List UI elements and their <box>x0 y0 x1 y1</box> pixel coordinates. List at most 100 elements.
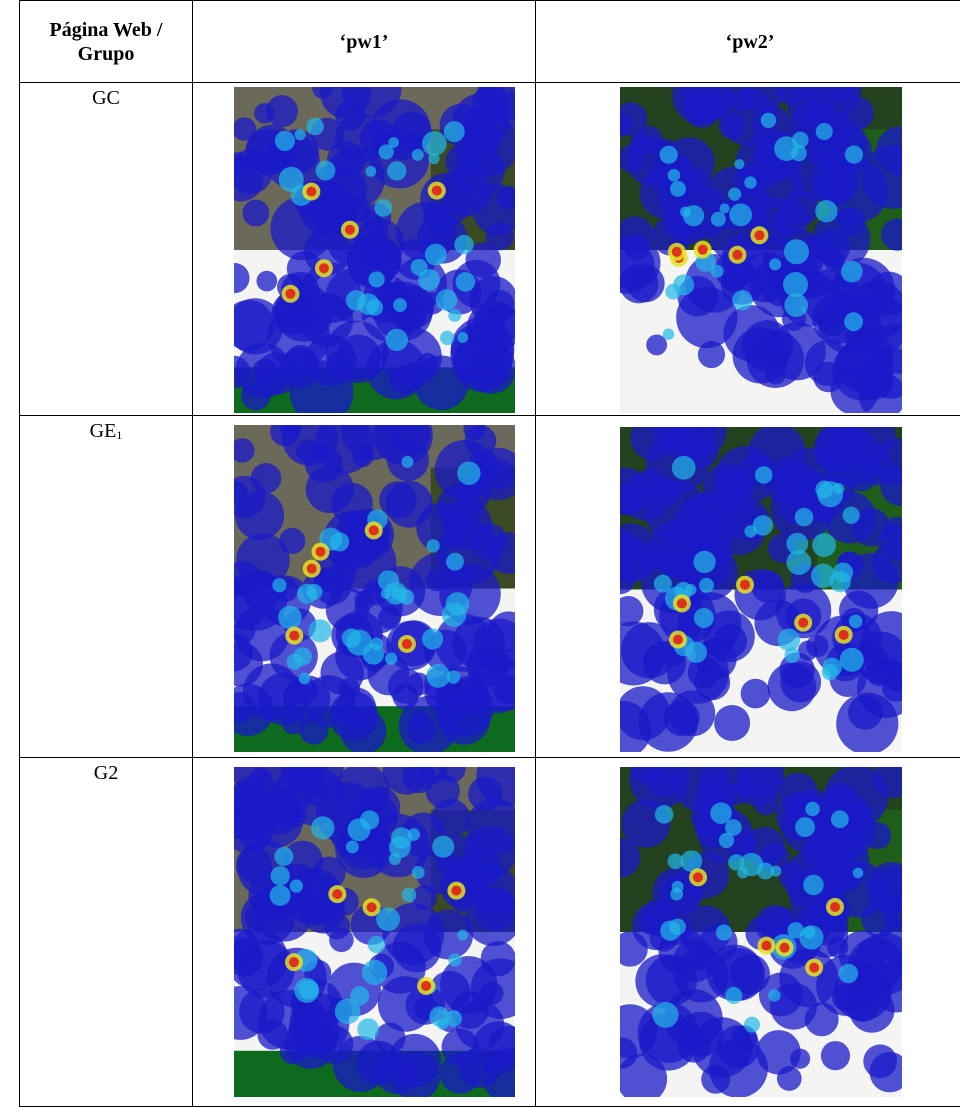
heat-peak <box>732 250 742 260</box>
heat-warm <box>457 930 468 941</box>
heat-warm <box>737 867 748 878</box>
heat-blob <box>677 1029 710 1062</box>
heat-warm <box>425 244 447 266</box>
heat-blob <box>242 200 269 227</box>
heat-warm <box>272 578 286 592</box>
heat-blob <box>305 782 329 806</box>
heat-warm <box>306 118 324 136</box>
heat-warm <box>454 235 473 254</box>
heat-blob <box>741 679 771 709</box>
heat-warm <box>744 1017 760 1033</box>
heat-warm <box>444 121 465 142</box>
heat-peak <box>780 943 790 953</box>
heat-warm <box>831 810 849 828</box>
heat-warm <box>275 131 295 151</box>
heat-blob <box>486 290 514 318</box>
heat-blob <box>664 700 700 736</box>
heat-warm <box>823 658 842 677</box>
heat-warm <box>297 584 317 604</box>
heat-blob <box>414 356 469 411</box>
heat-warm <box>387 161 406 180</box>
heatmap-image <box>234 425 515 752</box>
heat-peak <box>451 886 461 896</box>
heat-warm <box>699 578 714 593</box>
heat-blob <box>861 900 898 937</box>
heat-warm <box>729 203 752 226</box>
heat-warm <box>840 648 864 672</box>
header-text: Página Web / Grupo <box>20 18 192 66</box>
heat-warm <box>308 619 331 642</box>
heat-warm <box>357 1018 379 1040</box>
heat-peak <box>693 872 703 882</box>
heat-warm <box>719 203 729 213</box>
heat-peak <box>289 631 299 641</box>
heat-peak <box>369 525 379 535</box>
heat-warm <box>436 289 458 311</box>
heat-warm <box>653 1002 679 1028</box>
heat-blob <box>694 665 730 701</box>
heat-warm <box>365 166 376 177</box>
heat-warm <box>391 586 406 601</box>
heat-warm <box>411 259 428 276</box>
heat-peak <box>289 957 299 967</box>
heat-warm <box>386 329 408 351</box>
row-label-cell: GE1 <box>19 415 193 758</box>
heat-blob <box>409 710 431 732</box>
heat-warm <box>732 290 752 310</box>
heat-warm <box>408 828 421 841</box>
heat-blob <box>751 570 784 603</box>
heat-warm <box>271 866 290 885</box>
heat-warm <box>783 272 808 297</box>
heat-warm <box>446 553 464 571</box>
heat-warm <box>841 261 863 283</box>
heat-blob <box>486 222 514 250</box>
heat-warm <box>784 293 808 317</box>
heat-warm <box>816 123 833 140</box>
heat-warm <box>422 131 447 156</box>
header-cell: Página Web / Grupo <box>19 0 193 83</box>
heat-warm <box>711 212 726 227</box>
heatmap-image <box>620 767 902 1097</box>
heat-warm <box>311 816 334 839</box>
heat-warm <box>446 592 470 616</box>
heat-warm <box>839 964 858 983</box>
heat-warm <box>448 953 461 966</box>
heat-blob <box>455 1001 504 1050</box>
heat-blob <box>305 445 343 483</box>
heat-blob <box>336 688 376 728</box>
heat-warm <box>815 200 837 222</box>
heat-warm <box>412 149 424 161</box>
heat-blob <box>249 768 272 791</box>
row-label: G2 <box>94 762 118 784</box>
heat-blob <box>440 1053 481 1094</box>
heat-warm <box>753 515 773 535</box>
heat-layer <box>234 767 515 1097</box>
heat-warm <box>786 550 811 575</box>
header-text: ‘pw2’ <box>726 30 775 54</box>
heat-warm <box>744 176 756 188</box>
heat-blob <box>806 635 828 657</box>
heat-blob <box>635 954 689 1008</box>
heat-warm <box>673 274 694 295</box>
heat-warm <box>294 129 305 140</box>
heat-blob <box>624 234 649 259</box>
heat-warm <box>655 805 674 824</box>
heat-blob <box>836 693 898 752</box>
heat-warm <box>817 481 843 507</box>
heat-warm <box>369 271 385 287</box>
heat-warm <box>440 331 454 345</box>
heat-warm <box>725 987 742 1004</box>
heat-warm <box>456 272 476 292</box>
heat-peak <box>332 889 342 899</box>
heat-warm <box>422 628 443 649</box>
heat-warm <box>316 161 336 181</box>
header-text: ‘pw1’ <box>340 30 389 54</box>
heat-blob <box>426 569 448 591</box>
heat-warm <box>660 146 678 164</box>
heat-blob <box>336 335 381 380</box>
heat-warm <box>445 1010 462 1027</box>
heat-peak <box>367 902 377 912</box>
heat-warm <box>683 205 704 226</box>
heat-peak <box>677 598 687 608</box>
heat-blob <box>621 473 669 521</box>
